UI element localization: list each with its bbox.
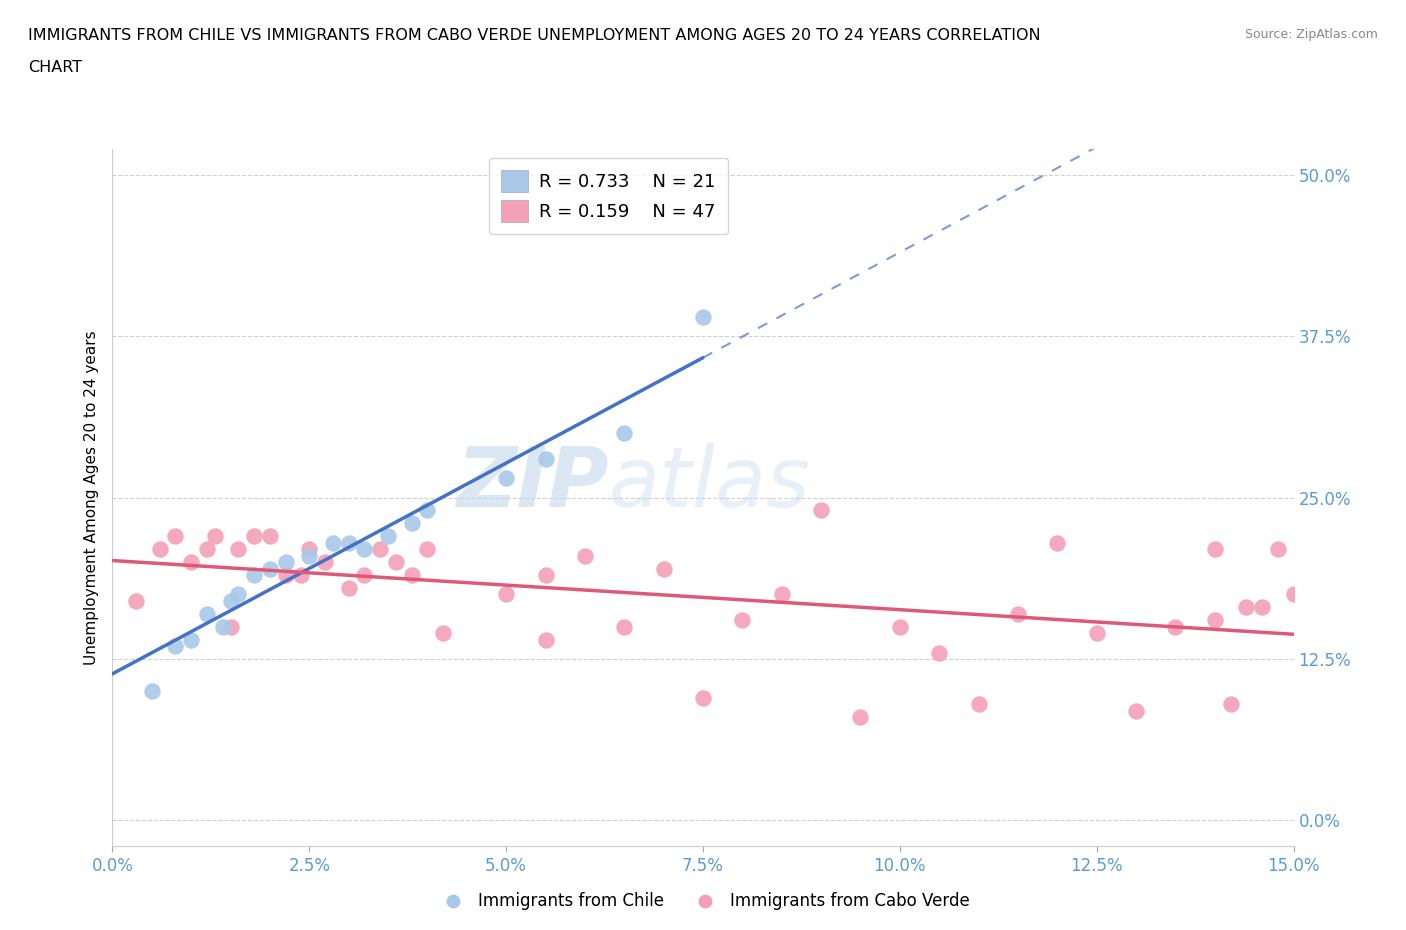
Point	[290, 567, 312, 582]
Point	[298, 542, 321, 557]
Point	[889, 619, 911, 634]
Point	[141, 684, 163, 698]
Point	[298, 549, 321, 564]
Legend: Immigrants from Chile, Immigrants from Cabo Verde: Immigrants from Chile, Immigrants from C…	[429, 885, 977, 917]
Point	[211, 619, 233, 634]
Point	[243, 567, 266, 582]
Point	[322, 536, 344, 551]
Point	[534, 567, 557, 582]
Text: IMMIGRANTS FROM CHILE VS IMMIGRANTS FROM CABO VERDE UNEMPLOYMENT AMONG AGES 20 T: IMMIGRANTS FROM CHILE VS IMMIGRANTS FROM…	[28, 28, 1040, 43]
Point	[219, 619, 242, 634]
Point	[219, 593, 242, 608]
Point	[195, 606, 218, 621]
Point	[1164, 619, 1187, 634]
Text: Source: ZipAtlas.com: Source: ZipAtlas.com	[1244, 28, 1378, 41]
Point	[337, 536, 360, 551]
Point	[495, 471, 517, 485]
Point	[204, 529, 226, 544]
Point	[1251, 600, 1274, 615]
Point	[534, 451, 557, 466]
Point	[353, 542, 375, 557]
Point	[967, 697, 990, 711]
Point	[1046, 536, 1069, 551]
Point	[770, 587, 793, 602]
Point	[1085, 626, 1108, 641]
Point	[125, 593, 148, 608]
Point	[534, 632, 557, 647]
Point	[652, 561, 675, 576]
Point	[1204, 542, 1226, 557]
Point	[613, 426, 636, 441]
Point	[1219, 697, 1241, 711]
Point	[165, 529, 187, 544]
Point	[228, 587, 250, 602]
Point	[574, 549, 596, 564]
Point	[195, 542, 218, 557]
Text: ZIP: ZIP	[456, 443, 609, 525]
Point	[353, 567, 375, 582]
Point	[416, 542, 439, 557]
Point	[165, 639, 187, 654]
Point	[337, 580, 360, 595]
Point	[810, 503, 832, 518]
Point	[259, 529, 281, 544]
Point	[692, 310, 714, 325]
Point	[259, 561, 281, 576]
Point	[731, 613, 754, 628]
Point	[1282, 587, 1305, 602]
Point	[149, 542, 172, 557]
Point	[274, 567, 297, 582]
Point	[228, 542, 250, 557]
Y-axis label: Unemployment Among Ages 20 to 24 years: Unemployment Among Ages 20 to 24 years	[83, 330, 98, 665]
Point	[314, 554, 336, 569]
Legend: R = 0.733    N = 21, R = 0.159    N = 47: R = 0.733 N = 21, R = 0.159 N = 47	[489, 158, 728, 234]
Point	[849, 710, 872, 724]
Point	[613, 619, 636, 634]
Point	[416, 503, 439, 518]
Point	[377, 529, 399, 544]
Point	[385, 554, 408, 569]
Point	[1267, 542, 1289, 557]
Point	[1125, 703, 1147, 718]
Point	[432, 626, 454, 641]
Point	[274, 554, 297, 569]
Point	[692, 690, 714, 705]
Point	[495, 587, 517, 602]
Point	[180, 554, 202, 569]
Point	[1204, 613, 1226, 628]
Point	[180, 632, 202, 647]
Text: CHART: CHART	[28, 60, 82, 75]
Text: atlas: atlas	[609, 443, 810, 525]
Point	[368, 542, 391, 557]
Point	[401, 516, 423, 531]
Point	[1234, 600, 1257, 615]
Point	[243, 529, 266, 544]
Point	[928, 645, 950, 660]
Point	[401, 567, 423, 582]
Point	[1007, 606, 1029, 621]
